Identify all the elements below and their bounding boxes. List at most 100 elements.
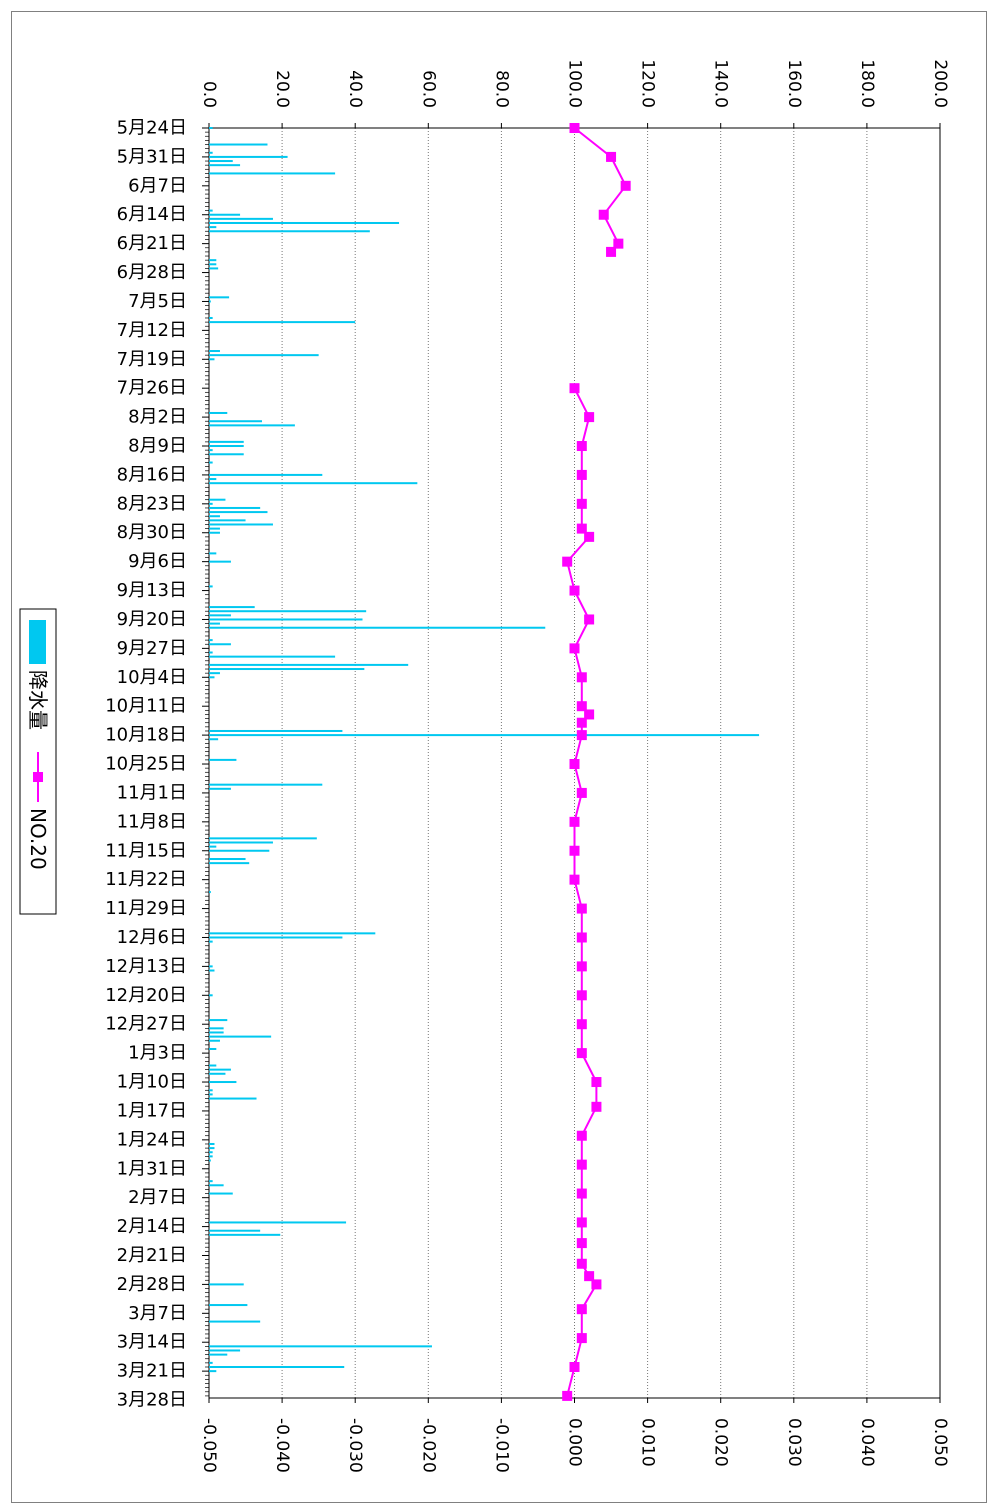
precip-bar <box>209 585 213 588</box>
precip-bar <box>209 424 295 427</box>
category-label: 11月15日 <box>105 840 187 861</box>
precip-bar <box>209 1159 211 1162</box>
precip-bar <box>209 1047 217 1050</box>
precip-bar <box>209 845 217 848</box>
precip-bar <box>209 1192 233 1195</box>
no20-marker <box>569 759 580 770</box>
precip-bar <box>209 151 213 154</box>
category-label: 7月19日 <box>117 349 187 370</box>
precip-bar <box>209 217 273 220</box>
precip-bar <box>209 1151 213 1154</box>
category-label: 9月20日 <box>117 609 187 630</box>
category-label: 3月7日 <box>128 1303 187 1324</box>
no20-marker <box>576 903 587 914</box>
precip-bar <box>209 473 323 476</box>
precip-bar <box>209 1089 213 1092</box>
no20-marker <box>576 672 587 683</box>
no20-marker <box>606 151 617 162</box>
precip-bar <box>209 1093 213 1096</box>
secondary-tick-label: -0.010 <box>491 1418 511 1473</box>
category-label: 1月3日 <box>128 1043 187 1064</box>
precip-bar <box>209 849 270 852</box>
precip-bar <box>209 1072 226 1075</box>
precip-bar <box>209 213 241 216</box>
no20-marker <box>576 498 587 509</box>
precip-bar <box>209 606 255 609</box>
category-label: 12月27日 <box>105 1014 187 1035</box>
precip-bar <box>209 172 336 175</box>
precip-bar <box>209 461 213 464</box>
category-label: 2月7日 <box>128 1187 187 1208</box>
legend-no20-marker <box>33 772 43 782</box>
precip-bar <box>209 527 220 530</box>
precip-bar <box>209 614 231 617</box>
primary-tick-label: 80.0 <box>491 70 511 108</box>
precip-bar <box>209 1361 213 1364</box>
precip-bar <box>209 263 217 266</box>
no20-marker <box>613 238 624 249</box>
category-label: 1月31日 <box>117 1158 187 1179</box>
secondary-tick-label: 0.000 <box>565 1418 585 1467</box>
legend-precip-label: 降水量 <box>26 670 50 730</box>
precip-bar <box>209 734 760 737</box>
precip-bar <box>209 515 220 518</box>
precip-bar <box>209 618 363 621</box>
precip-bar <box>209 610 367 613</box>
no20-line <box>573 127 627 253</box>
precip-bar <box>209 969 215 972</box>
category-label: 11月29日 <box>105 898 187 919</box>
no20-marker <box>576 523 587 534</box>
no20-marker <box>584 412 595 423</box>
precip-bar <box>209 420 262 423</box>
no20-marker <box>576 1333 587 1344</box>
precip-bar <box>209 230 370 233</box>
primary-tick-label: 180.0 <box>857 59 877 108</box>
precip-bar <box>209 1180 213 1183</box>
precip-bar <box>209 350 220 353</box>
precip-bar <box>209 643 231 646</box>
category-label: 3月14日 <box>117 1332 187 1353</box>
precip-bar <box>209 994 213 997</box>
precip-bar <box>209 1035 272 1038</box>
precip-bar <box>209 837 317 840</box>
no20-marker <box>576 717 587 728</box>
category-label: 7月26日 <box>117 378 187 399</box>
category-label: 9月27日 <box>117 638 187 659</box>
legend-no20-label: NO.20 <box>26 808 50 870</box>
precip-bar <box>209 259 217 262</box>
category-label: 10月25日 <box>105 754 187 775</box>
precip-bar <box>209 1370 217 1373</box>
no20-marker <box>569 845 580 856</box>
precip-bar <box>209 672 220 675</box>
no20-marker <box>584 531 595 542</box>
precip-bar <box>209 1320 261 1323</box>
precip-bar <box>209 738 219 741</box>
no20-marker <box>606 246 617 257</box>
precip-bar <box>209 729 343 732</box>
precip-bar <box>209 1027 224 1030</box>
precip-bar <box>209 1229 261 1232</box>
precip-bar <box>209 1068 231 1071</box>
precip-bar <box>209 358 215 361</box>
category-label: 6月21日 <box>117 233 187 254</box>
precip-bar <box>209 506 261 509</box>
category-label: 6月14日 <box>117 204 187 225</box>
precip-bar <box>209 449 213 452</box>
precip-bar <box>209 1031 224 1034</box>
secondary-tick-label: 0.010 <box>638 1418 658 1467</box>
precip-bar <box>209 655 336 658</box>
secondary-tick-label: -0.040 <box>272 1418 292 1473</box>
precip-bar <box>209 1155 213 1158</box>
precip-bar <box>209 1019 228 1022</box>
no20-marker <box>569 383 580 394</box>
precip-bar <box>209 841 273 844</box>
precip-bar <box>209 1283 244 1286</box>
category-label: 8月30日 <box>117 522 187 543</box>
secondary-tick-label: -0.020 <box>418 1418 438 1473</box>
secondary-tick-label: -0.030 <box>345 1418 365 1473</box>
no20-marker <box>576 1159 587 1170</box>
precip-bar <box>209 300 211 303</box>
precip-bar <box>209 523 273 526</box>
precip-bar <box>209 511 268 514</box>
precip-bar <box>209 1304 248 1307</box>
